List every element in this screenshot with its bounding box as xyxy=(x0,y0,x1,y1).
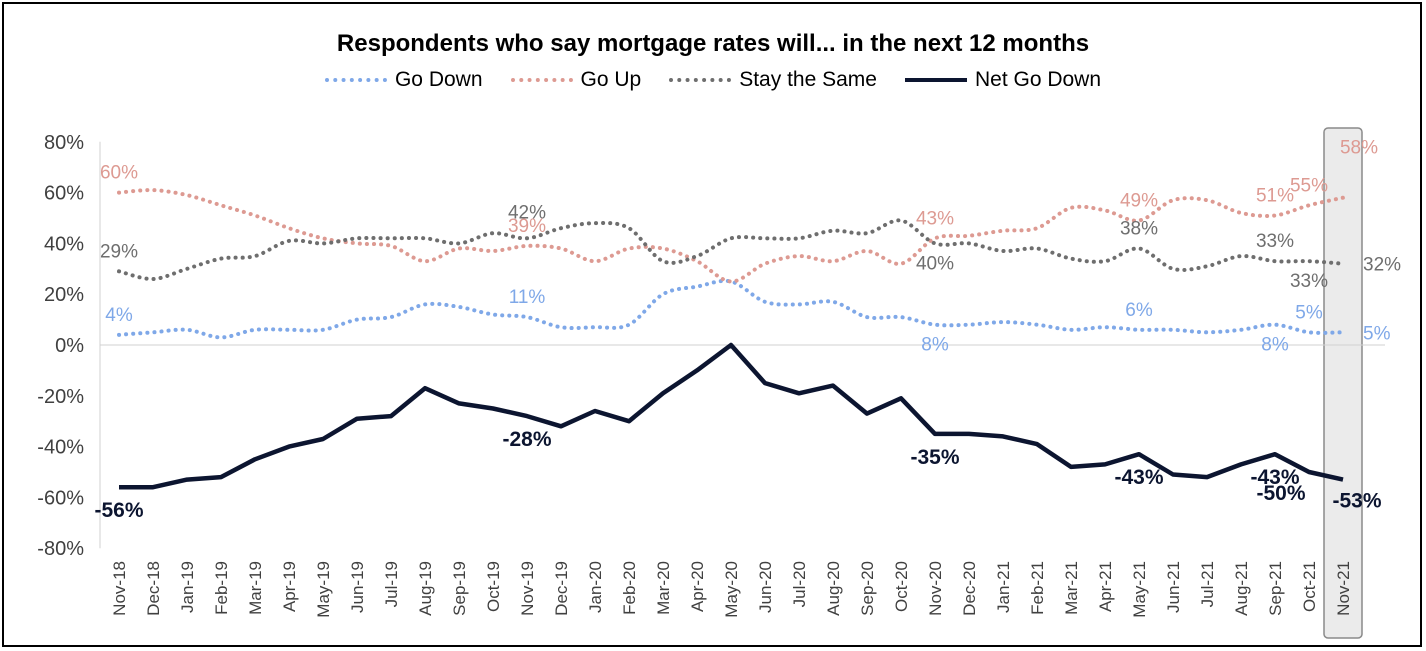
data-label-go-down: 8% xyxy=(1261,335,1289,356)
legend: Go Down Go Up Stay the Same Net Go Down xyxy=(0,68,1426,92)
data-label-net-go-down: -43% xyxy=(1250,466,1299,489)
series-line-go-down xyxy=(117,278,1345,340)
x-tick-label-jul-19: Jul-19 xyxy=(382,561,401,607)
data-label-net-go-down: -35% xyxy=(910,446,959,469)
data-label-go-down: 5% xyxy=(1295,302,1323,323)
data-label-stay-the-same: 32% xyxy=(1363,255,1401,276)
data-label-go-down: 4% xyxy=(105,305,133,326)
x-tick-label-mar-19: Mar-19 xyxy=(246,561,265,615)
x-tick-label-jun-20: Jun-20 xyxy=(756,561,775,613)
y-tick-label: 40% xyxy=(44,233,84,255)
data-label-net-go-down: -53% xyxy=(1332,490,1381,513)
x-tick-label-nov-21: Nov-21 xyxy=(1334,561,1353,616)
y-tick-label: -80% xyxy=(37,538,84,560)
data-label-stay-the-same: 40% xyxy=(916,253,954,274)
legend-entry-stay-the-same: Stay the Same xyxy=(669,68,877,92)
data-label-stay-the-same: 33% xyxy=(1256,231,1294,252)
data-label-net-go-down: -50% xyxy=(1256,482,1305,505)
x-tick-label-dec-19: Dec-19 xyxy=(552,561,571,616)
y-tick-label: 60% xyxy=(44,183,84,205)
x-tick-label-nov-19: Nov-19 xyxy=(518,561,537,616)
x-tick-label-jan-21: Jan-21 xyxy=(994,561,1013,613)
data-label-net-go-down: -43% xyxy=(1114,466,1163,489)
legend-entry-net-go-down: Net Go Down xyxy=(904,68,1102,92)
y-tick-label: 80% xyxy=(44,132,84,154)
x-tick-label-apr-19: Apr-19 xyxy=(280,561,299,612)
legend-entry-go-up: Go Up xyxy=(510,68,642,92)
x-tick-label-mar-20: Mar-20 xyxy=(654,561,673,615)
x-tick-label-apr-20: Apr-20 xyxy=(688,561,707,612)
data-label-go-down: 11% xyxy=(509,287,546,308)
x-tick-label-nov-18: Nov-18 xyxy=(110,561,129,616)
y-tick-label: 0% xyxy=(55,335,84,357)
x-tick-label-feb-21: Feb-21 xyxy=(1028,561,1047,615)
x-tick-label-nov-20: Nov-20 xyxy=(926,561,945,616)
x-tick-label-aug-19: Aug-19 xyxy=(416,561,435,616)
x-tick-label-feb-19: Feb-19 xyxy=(212,561,231,615)
x-tick-label-aug-20: Aug-20 xyxy=(824,561,843,616)
data-label-net-go-down: -56% xyxy=(94,499,143,522)
x-tick-label-may-19: May-19 xyxy=(314,561,333,618)
y-tick-label: -20% xyxy=(37,386,84,408)
data-label-go-up: 60% xyxy=(100,163,138,184)
legend-entry-go-down: Go Down xyxy=(324,68,483,92)
legend-label-net-go-down: Net Go Down xyxy=(974,68,1102,91)
data-label-net-go-down: -28% xyxy=(502,428,551,451)
x-tick-label-jan-20: Jan-20 xyxy=(586,561,605,613)
x-tick-label-mar-21: Mar-21 xyxy=(1062,561,1081,615)
x-tick-label-dec-18: Dec-18 xyxy=(144,561,163,616)
x-tick-label-sep-19: Sep-19 xyxy=(450,561,469,616)
data-label-go-up: 58% xyxy=(1340,138,1378,159)
x-tick-label-oct-21: Oct-21 xyxy=(1300,561,1319,612)
legend-swatch-go-up xyxy=(510,78,573,82)
x-tick-label-oct-19: Oct-19 xyxy=(484,561,503,612)
y-tick-label: 20% xyxy=(44,284,84,306)
x-tick-label-oct-20: Oct-20 xyxy=(892,561,911,612)
x-tick-label-may-21: May-21 xyxy=(1130,561,1149,618)
highlight-box xyxy=(1323,127,1363,639)
legend-label-stay-the-same: Stay the Same xyxy=(739,68,877,91)
data-label-go-up: 43% xyxy=(916,208,954,229)
y-tick-label: -60% xyxy=(37,487,84,509)
legend-label-go-up: Go Up xyxy=(580,68,642,91)
x-tick-label-sep-20: Sep-20 xyxy=(858,561,877,616)
data-label-go-down: 5% xyxy=(1363,323,1391,344)
x-tick-label-jan-19: Jan-19 xyxy=(178,561,197,613)
legend-swatch-stay-the-same xyxy=(669,78,732,82)
x-tick-label-jun-21: Jun-21 xyxy=(1164,561,1183,613)
x-tick-label-jul-21: Jul-21 xyxy=(1198,561,1217,607)
data-label-go-up: 49% xyxy=(1120,191,1158,212)
data-label-go-up: 51% xyxy=(1256,185,1294,206)
data-label-stay-the-same: 42% xyxy=(508,202,546,223)
series-line-stay-the-same xyxy=(117,218,1345,281)
chart-title: Respondents who say mortgage rates will.… xyxy=(336,30,1090,57)
x-tick-label-dec-20: Dec-20 xyxy=(960,561,979,616)
data-label-go-down: 8% xyxy=(921,335,949,356)
x-tick-label-may-20: May-20 xyxy=(722,561,741,618)
x-tick-label-jul-20: Jul-20 xyxy=(790,561,809,607)
series-line-go-up xyxy=(117,188,1345,284)
x-tick-label-sep-21: Sep-21 xyxy=(1266,561,1285,616)
x-tick-label-aug-21: Aug-21 xyxy=(1232,561,1251,616)
data-label-go-down: 6% xyxy=(1125,300,1153,321)
legend-swatch-go-down xyxy=(324,78,387,82)
x-tick-label-jun-19: Jun-19 xyxy=(348,561,367,613)
legend-label-go-down: Go Down xyxy=(394,68,483,91)
x-tick-label-feb-20: Feb-20 xyxy=(620,561,639,615)
series-line-net-go-down xyxy=(119,342,1344,490)
data-label-stay-the-same: 38% xyxy=(1120,218,1158,239)
x-tick-label-apr-21: Apr-21 xyxy=(1096,561,1115,612)
data-label-go-up: 39% xyxy=(508,216,546,237)
y-tick-label: -40% xyxy=(37,437,84,459)
data-label-stay-the-same: 33% xyxy=(1290,271,1328,292)
data-label-go-up: 55% xyxy=(1290,175,1328,196)
data-label-stay-the-same: 29% xyxy=(100,241,138,262)
legend-swatch-net-go-down xyxy=(904,78,967,82)
